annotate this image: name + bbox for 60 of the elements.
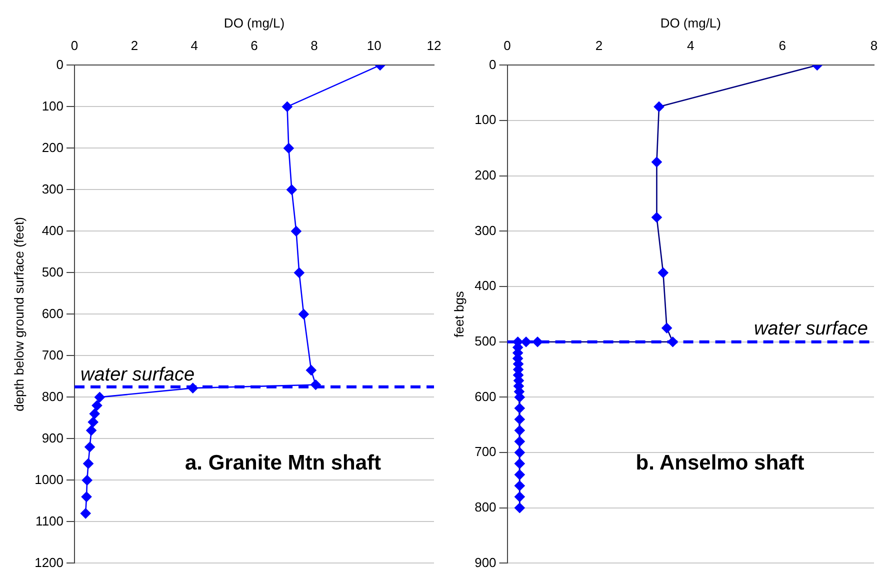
y-tick-label: 900: [42, 430, 64, 446]
x-tick-label: 4: [190, 38, 198, 53]
y-tick-label: 1100: [36, 513, 64, 528]
point: [86, 425, 96, 436]
point: [306, 365, 316, 376]
y-axis-title: depth below ground surface (feet): [11, 216, 26, 412]
point: [81, 492, 92, 502]
point: [88, 416, 98, 428]
x-tick-label: 2: [130, 38, 138, 53]
x-tick-label: 8: [870, 38, 878, 53]
y-tick-label: 400: [42, 222, 64, 238]
y-tick-label: 700: [474, 444, 496, 460]
point: [298, 309, 309, 320]
y-tick-label: 800: [474, 499, 496, 514]
x-tick-label: 10: [366, 38, 382, 53]
x-tick-label: 2: [595, 38, 603, 53]
y-tick-label: 600: [474, 388, 496, 404]
point: [291, 226, 302, 236]
point: [84, 442, 95, 452]
x-tick-label: 4: [687, 38, 694, 53]
x-tick-label: 8: [310, 38, 318, 53]
y-tick-label: 300: [474, 222, 496, 238]
y-tick-label: 500: [42, 264, 64, 280]
point: [83, 458, 94, 469]
y-tick-label: 900: [474, 554, 496, 570]
y-tick-label: 0: [56, 56, 64, 72]
x-tick-label: 6: [250, 38, 258, 53]
point: [92, 400, 102, 411]
point: [286, 184, 297, 195]
y-tick-label: 600: [42, 306, 64, 321]
x-axis-title: DO (mg/L): [224, 15, 285, 30]
point: [282, 102, 292, 112]
ref-line-label: water surface: [754, 318, 868, 340]
y-tick-label: 100: [474, 112, 496, 128]
y-tick-label: 700: [42, 347, 64, 362]
annotation: a. Granite Mtn shaft: [185, 451, 382, 474]
y-tick-label: 1000: [34, 472, 64, 487]
x-tick-label: 6: [778, 38, 786, 53]
x-tick-label: 0: [70, 38, 78, 53]
x-tick-label: 12: [426, 38, 442, 53]
point: [284, 143, 294, 154]
point: [294, 268, 304, 278]
y-tick-label: 200: [474, 167, 496, 182]
y-tick-label: 200: [42, 140, 64, 155]
ref-line-label: water surface: [80, 364, 195, 386]
y-tick-label: 300: [42, 181, 64, 196]
y-tick-label: 500: [474, 333, 496, 348]
y-tick-label: 1200: [34, 554, 64, 570]
annotation: b. Anselmo shaft: [636, 451, 804, 474]
y-tick-label: 0: [489, 56, 496, 72]
y-axis-title: feet bgs: [451, 290, 466, 338]
point: [89, 408, 100, 419]
x-tick-label: 0: [504, 38, 511, 53]
x-axis-title: DO (mg/L): [660, 15, 721, 30]
y-tick-label: 800: [42, 388, 64, 404]
y-tick-label: 100: [42, 98, 64, 114]
y-tick-label: 400: [474, 278, 496, 294]
point: [80, 508, 91, 519]
point: [94, 392, 105, 402]
point: [82, 475, 92, 486]
